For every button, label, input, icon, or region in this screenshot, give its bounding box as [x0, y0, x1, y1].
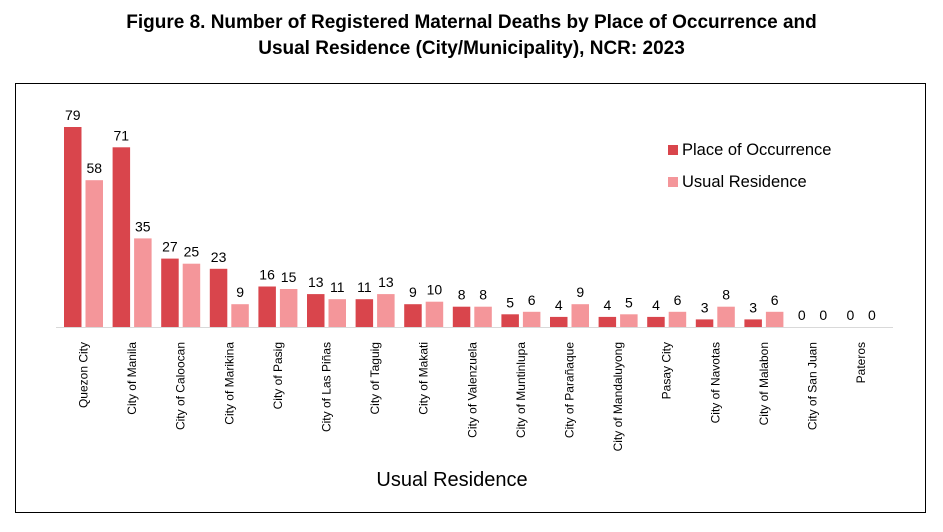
legend-label-0: Place of Occurrence	[682, 141, 831, 159]
bar-residence-8	[474, 306, 492, 327]
bar-occurrence-5	[307, 294, 325, 327]
data-label-occurrence-12: 4	[652, 297, 660, 313]
data-label-residence-7: 10	[427, 282, 443, 298]
x-tick-label-8: City of Valenzuela	[465, 342, 479, 438]
bar-occurrence-8	[452, 306, 471, 327]
data-label-occurrence-5: 13	[308, 274, 324, 290]
x-tick-label-12: Pasay City	[660, 342, 674, 399]
x-tick-label-3: City of Marikina	[222, 342, 236, 425]
bar-occurrence-7	[404, 304, 422, 327]
bar-occurrence-6	[355, 299, 374, 327]
legend-swatch-1	[668, 177, 678, 187]
bar-occurrence-11	[598, 316, 617, 327]
x-tick-label-10: City of Parañaque	[563, 342, 577, 438]
bar-occurrence-9	[501, 314, 519, 327]
x-tick-label-16: Pateros	[854, 342, 868, 383]
chart-title-line-2: Usual Residence (City/Municipality), NCR…	[258, 38, 685, 59]
x-tick-label-1: City of Manila	[125, 342, 139, 415]
data-label-residence-3: 9	[236, 284, 244, 300]
data-label-residence-6: 13	[378, 274, 394, 290]
data-label-residence-1: 35	[135, 218, 151, 234]
data-label-occurrence-2: 27	[162, 239, 178, 255]
bar-residence-4	[279, 289, 298, 327]
data-label-occurrence-4: 16	[259, 267, 275, 283]
data-label-occurrence-8: 8	[458, 287, 466, 303]
x-axis-title: Usual Residence	[376, 469, 527, 491]
bar-occurrence-0	[64, 127, 82, 327]
data-label-residence-11: 5	[625, 294, 633, 310]
data-label-occurrence-3: 23	[211, 249, 227, 265]
bar-residence-11	[620, 314, 638, 327]
x-tick-label-7: City of Makati	[417, 342, 431, 415]
data-label-residence-15: 0	[819, 307, 827, 323]
bar-occurrence-14	[744, 319, 762, 327]
bar-residence-2	[182, 263, 201, 327]
x-tick-label-9: City of Muntinlupa	[514, 342, 528, 438]
data-label-occurrence-7: 9	[409, 284, 417, 300]
bar-occurrence-2	[161, 258, 179, 327]
x-tick-label-11: City of Mandaluyong	[611, 342, 625, 451]
x-tick-label-0: Quezon City	[77, 342, 91, 408]
data-label-residence-16: 0	[868, 307, 876, 323]
data-label-occurrence-10: 4	[555, 297, 563, 313]
legend-label-1: Usual Residence	[682, 173, 807, 191]
bar-occurrence-13	[695, 319, 714, 327]
bar-occurrence-3	[209, 268, 228, 327]
x-tick-label-5: City of Las Piñas	[320, 342, 334, 432]
bar-residence-14	[765, 311, 784, 327]
data-label-occurrence-14: 3	[749, 299, 757, 315]
x-tick-label-14: City of Malabon	[757, 342, 771, 425]
data-label-occurrence-11: 4	[604, 297, 612, 313]
bar-residence-9	[522, 311, 541, 327]
bar-residence-3	[231, 304, 249, 327]
bar-residence-5	[328, 299, 346, 327]
data-label-occurrence-15: 0	[798, 307, 806, 323]
legend-swatch-0	[668, 145, 678, 155]
x-tick-label-15: City of San Juan	[806, 342, 820, 430]
bar-occurrence-4	[258, 286, 276, 327]
data-label-residence-12: 6	[674, 292, 682, 308]
bar-residence-12	[668, 311, 687, 327]
x-tick-label-2: City of Caloocan	[174, 342, 188, 430]
chart-title-line-1: Figure 8. Number of Registered Maternal …	[126, 12, 817, 33]
data-label-residence-2: 25	[184, 244, 200, 260]
x-tick-label-4: City of Pasig	[271, 342, 285, 409]
data-label-occurrence-6: 11	[357, 279, 372, 295]
x-tick-label-13: City of Navotas	[708, 342, 722, 423]
bar-occurrence-12	[647, 316, 665, 327]
data-label-occurrence-13: 3	[701, 299, 709, 315]
data-label-occurrence-16: 0	[847, 307, 855, 323]
bar-residence-1	[134, 238, 152, 327]
bar-occurrence-1	[112, 147, 131, 327]
data-label-occurrence-1: 71	[114, 127, 130, 143]
x-tick-label-6: City of Taguig	[368, 342, 382, 415]
data-label-residence-8: 8	[479, 287, 487, 303]
bar-residence-7	[425, 301, 444, 327]
chart-frame	[15, 83, 926, 513]
bar-residence-10	[571, 304, 589, 327]
bar-residence-6	[377, 294, 395, 327]
data-label-residence-4: 15	[281, 269, 297, 285]
data-label-residence-9: 6	[528, 292, 536, 308]
bar-residence-13	[717, 306, 735, 327]
data-label-residence-5: 11	[330, 279, 345, 295]
data-label-residence-14: 6	[771, 292, 779, 308]
bar-occurrence-10	[550, 316, 568, 327]
data-label-occurrence-9: 5	[506, 294, 514, 310]
data-label-residence-13: 8	[722, 287, 730, 303]
bar-residence-0	[85, 180, 103, 327]
chart-title: Figure 8. Number of Registered Maternal …	[0, 10, 943, 62]
data-label-occurrence-0: 79	[65, 107, 81, 123]
data-label-residence-10: 9	[576, 284, 584, 300]
data-label-residence-0: 58	[87, 160, 103, 176]
